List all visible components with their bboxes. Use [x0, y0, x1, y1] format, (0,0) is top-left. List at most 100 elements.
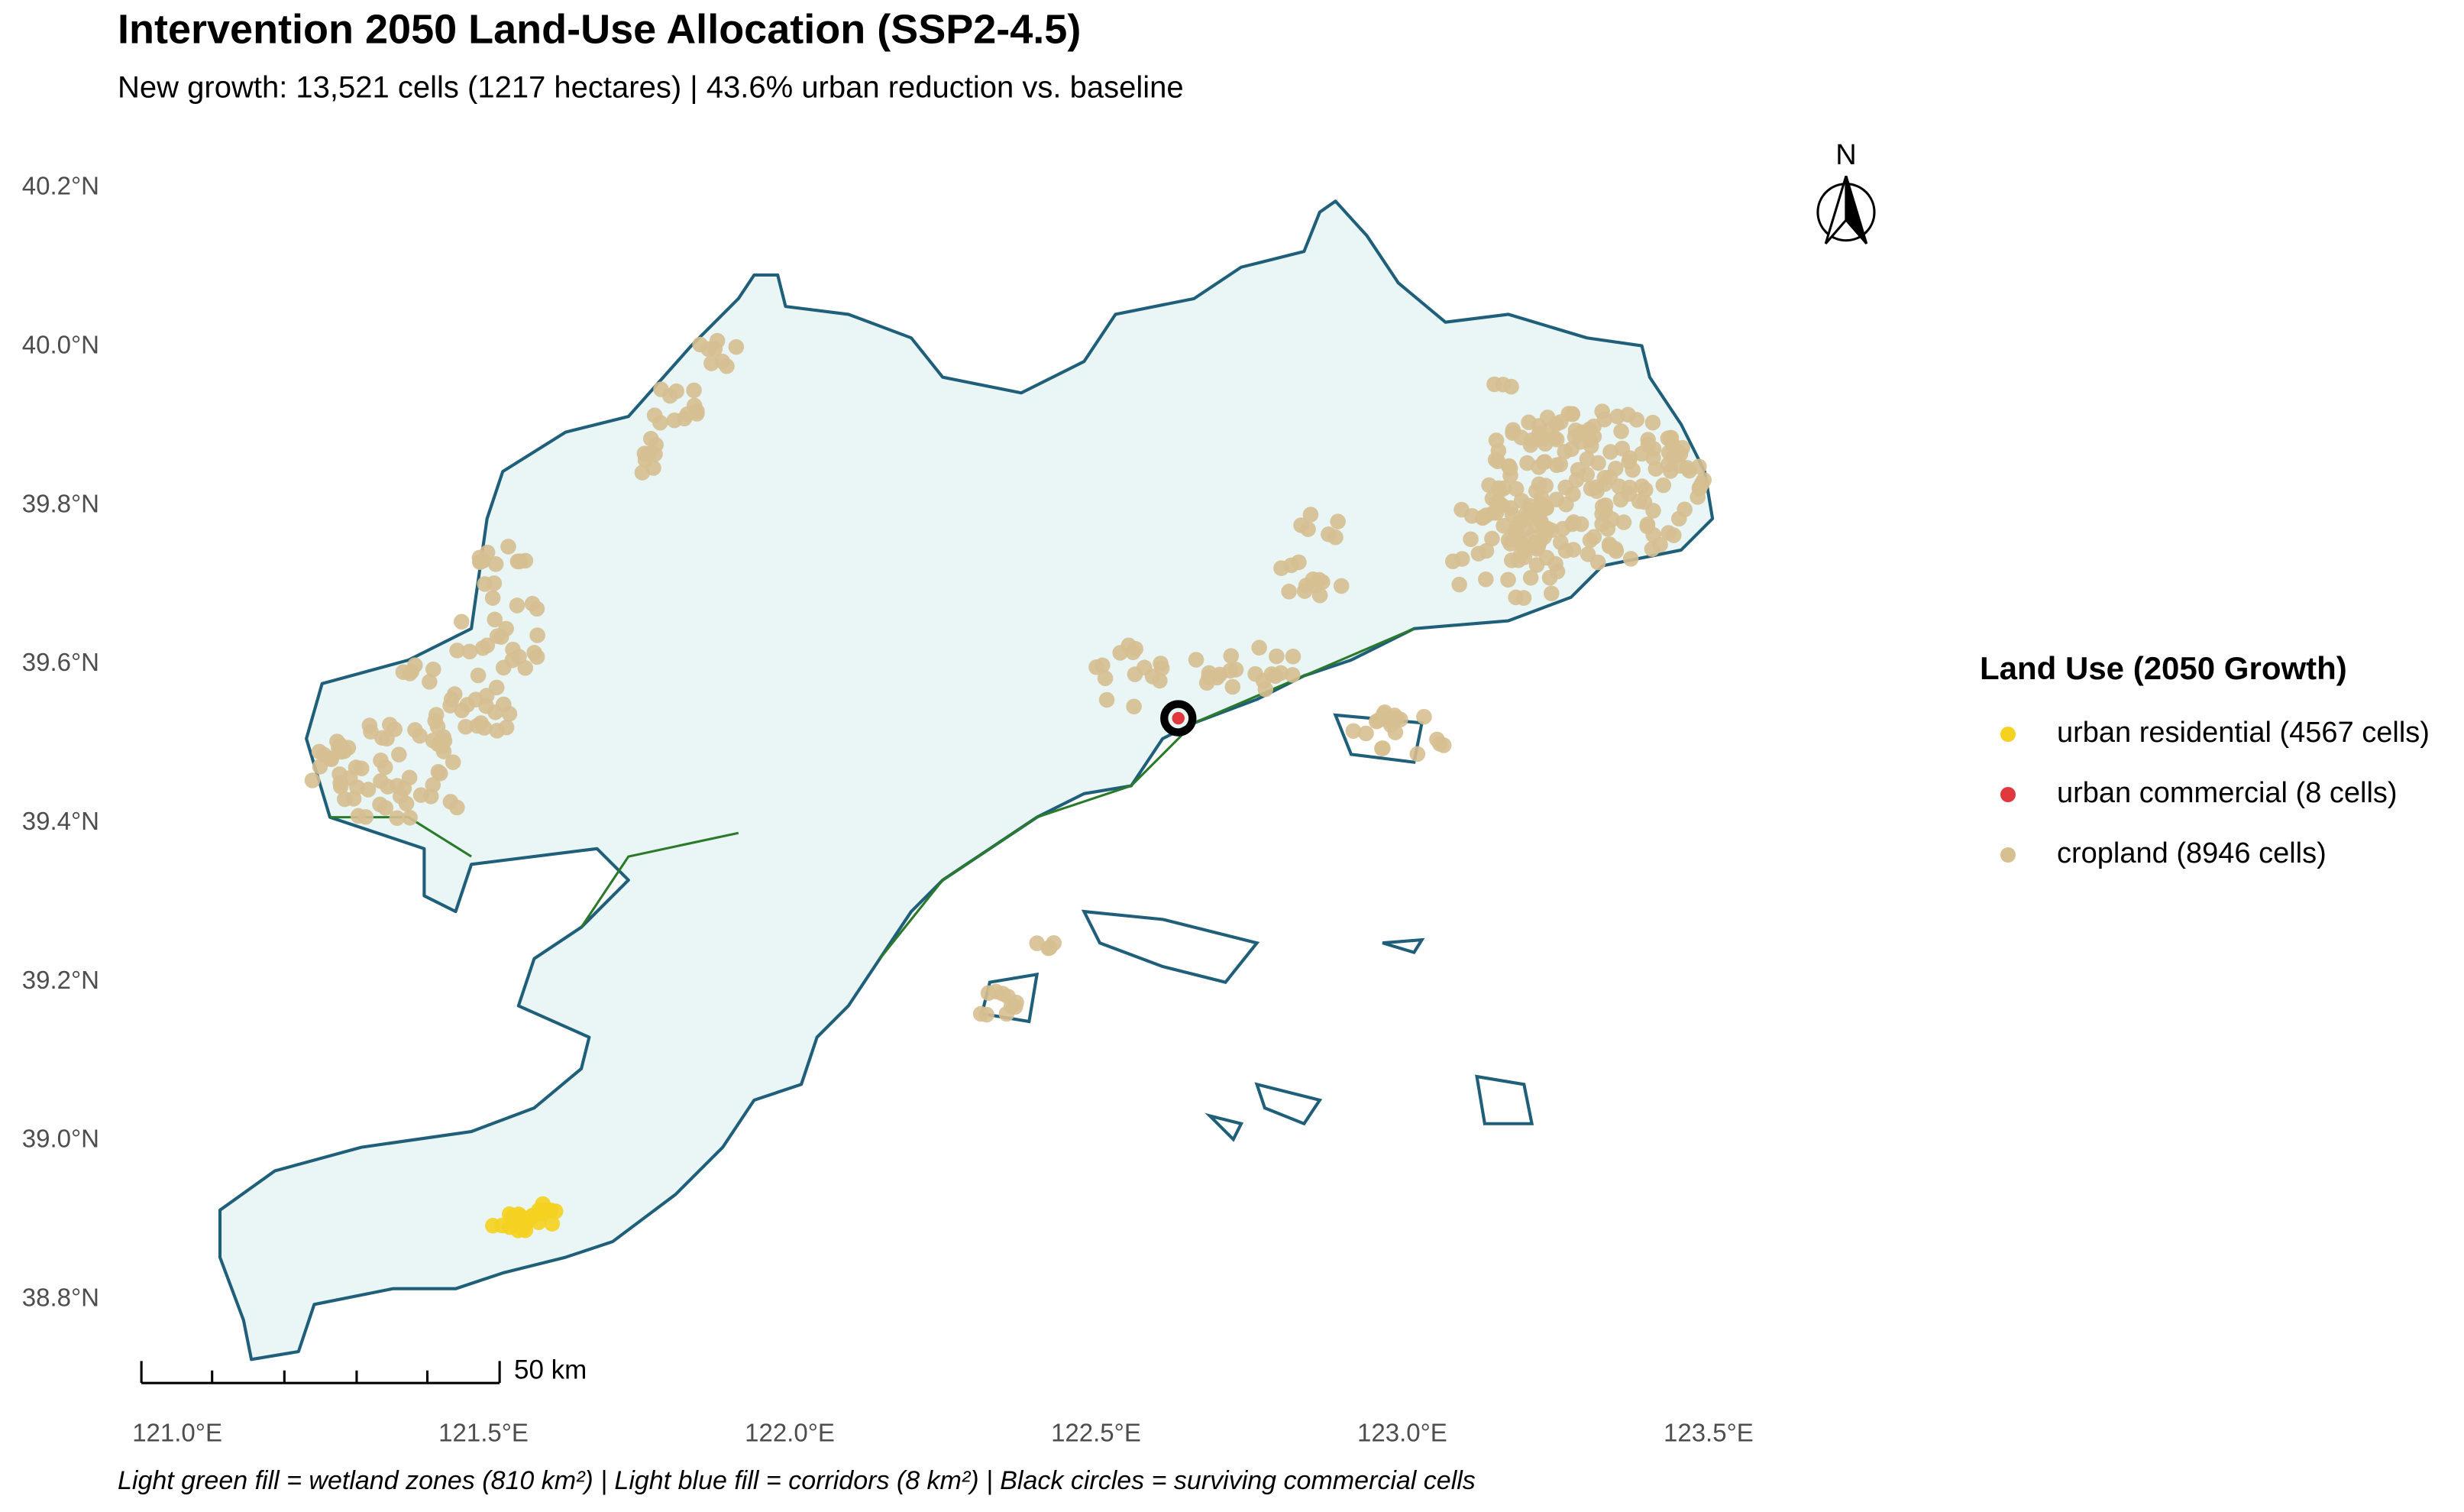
cell-dot — [1330, 513, 1346, 529]
cell-dot — [544, 1216, 561, 1232]
cell-dot — [1492, 483, 1508, 499]
cell-dot — [1648, 461, 1664, 477]
cell-dot — [686, 382, 702, 399]
cell-dot — [653, 381, 669, 397]
cell-dots — [304, 332, 1712, 1238]
cell-dot — [1582, 432, 1599, 448]
cell-dot — [1510, 552, 1527, 568]
cell-dot — [501, 705, 518, 722]
cell-dot — [1567, 429, 1583, 445]
cell-dot — [458, 718, 474, 735]
cell-dot — [1127, 666, 1143, 682]
cell-dot — [449, 643, 465, 659]
cell-dot — [1490, 442, 1507, 459]
cell-dot — [1622, 479, 1638, 496]
cell-dot — [1508, 481, 1525, 497]
cell-dot — [1597, 503, 1613, 520]
cell-dot — [526, 645, 542, 661]
y-tick-label: 40.2°N — [22, 172, 99, 200]
cell-dot — [487, 611, 503, 628]
cell-dot — [486, 575, 503, 591]
cell-dot — [323, 751, 340, 768]
cell-dot — [1172, 711, 1185, 725]
cell-dot — [494, 1217, 510, 1234]
cell-dot — [1251, 639, 1267, 656]
cell-dot — [500, 539, 516, 555]
cell-dot — [1125, 644, 1141, 661]
cell-dot — [1565, 486, 1581, 503]
cell-dot — [1596, 411, 1612, 428]
cell-dot — [425, 661, 441, 678]
cell-dot — [1568, 472, 1585, 488]
cell-dot — [373, 772, 389, 789]
cell-dot — [454, 614, 470, 630]
x-tick-label: 122.0°E — [745, 1419, 835, 1447]
cell-dot — [1613, 423, 1629, 439]
cell-dot — [1644, 414, 1661, 431]
cell-dot — [1696, 472, 1712, 488]
x-tick-label: 121.5°E — [438, 1419, 529, 1447]
y-tick-label: 39.6°N — [22, 648, 99, 676]
cell-dot — [1518, 505, 1534, 522]
cell-dot — [978, 1006, 994, 1023]
cell-dot — [1007, 999, 1023, 1015]
cell-dot — [728, 338, 745, 355]
north-label: N — [1835, 139, 1856, 171]
cell-dot — [530, 1214, 547, 1231]
cell-dot — [311, 743, 328, 760]
cell-dot — [340, 740, 357, 756]
cell-dot — [1607, 460, 1624, 477]
cell-dot — [1088, 659, 1104, 675]
cell-dot — [1040, 940, 1056, 957]
islands — [980, 713, 1534, 1142]
cell-dot — [473, 715, 489, 731]
cell-dot — [496, 659, 512, 676]
cell-dot — [1345, 723, 1362, 740]
cell-dot — [1671, 510, 1687, 527]
cell-dot — [1500, 571, 1516, 588]
cell-dot — [432, 766, 448, 782]
cell-dot — [1691, 458, 1707, 474]
subtitle: New growth: 13,521 cells (1217 hectares)… — [118, 71, 1184, 105]
cell-dot — [1211, 666, 1228, 683]
x-tick-label: 121.0°E — [132, 1419, 222, 1447]
cell-dot — [379, 730, 395, 747]
cell-dot — [1269, 648, 1285, 665]
cell-dot — [1588, 479, 1604, 496]
cell-dot — [1444, 553, 1461, 570]
cell-dot — [350, 808, 367, 824]
cell-dot — [645, 460, 661, 476]
map-layer — [140, 175, 1876, 1384]
cell-dot — [1495, 377, 1512, 393]
cell-dot — [1474, 510, 1491, 526]
cell-dot — [1531, 425, 1547, 442]
y-tick-label: 39.0°N — [22, 1125, 99, 1153]
cell-dot — [1333, 578, 1350, 594]
cell-dot — [1463, 531, 1479, 548]
cell-dot — [1098, 691, 1115, 708]
cell-dot — [636, 445, 653, 461]
cell-dot — [668, 383, 684, 400]
cell-dot — [547, 1203, 564, 1219]
cell-dot — [1478, 542, 1495, 559]
cell-dot — [692, 336, 708, 353]
cell-dot — [666, 412, 683, 429]
cell-dot — [1484, 530, 1500, 547]
cell-dot — [422, 788, 439, 805]
cell-dot — [652, 414, 668, 431]
cell-dot — [398, 795, 415, 812]
cell-dot — [401, 769, 418, 786]
cell-dot — [1112, 645, 1128, 661]
cell-dot — [1622, 551, 1639, 567]
cell-dot — [501, 1206, 518, 1222]
cell-dot — [1557, 444, 1573, 460]
cell-dot — [1564, 406, 1580, 423]
cell-dot — [484, 590, 501, 606]
cell-dot — [1416, 708, 1432, 725]
cell-dot — [1311, 571, 1327, 588]
cell-dot — [1664, 437, 1681, 453]
cell-dot — [1538, 500, 1554, 516]
cell-dot — [512, 553, 528, 569]
cell-dot — [1528, 541, 1545, 557]
cell-dot — [1666, 527, 1682, 543]
